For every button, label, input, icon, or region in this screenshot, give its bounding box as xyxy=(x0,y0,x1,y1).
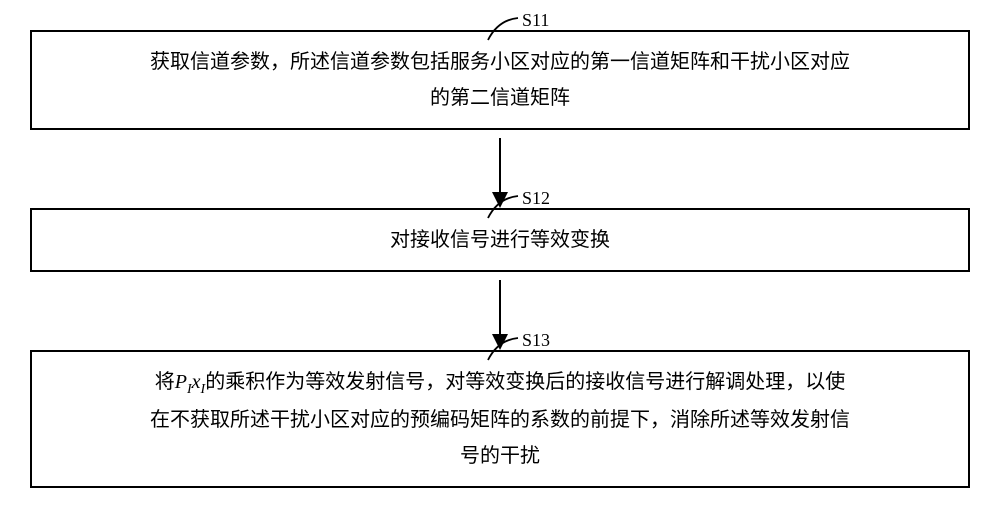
step-label-text: S12 xyxy=(522,182,550,214)
text-line: 的第二信道矩阵 xyxy=(430,87,570,109)
step-label-text: S11 xyxy=(522,4,549,36)
step-label-s11: S11 xyxy=(500,4,549,36)
step-box-s12: S12 对接收信号进行等效变换 xyxy=(30,208,970,272)
step-label-text: S13 xyxy=(522,324,550,356)
step-text-s11: 获取信道参数，所述信道参数包括服务小区对应的第一信道矩阵和干扰小区对应 的第二信… xyxy=(150,44,850,116)
text-line: 对接收信号进行等效变换 xyxy=(390,229,610,251)
step-box-s13: S13 将PIxI的乘积作为等效发射信号，对等效变换后的接收信号进行解调处理，以… xyxy=(30,350,970,488)
label-curve-icon xyxy=(484,334,524,362)
label-curve-icon xyxy=(484,14,524,42)
text-line: 获取信道参数，所述信道参数包括服务小区对应的第一信道矩阵和干扰小区对应 xyxy=(150,51,850,73)
label-curve-icon xyxy=(484,192,524,220)
step-label-s12: S12 xyxy=(500,182,550,214)
formula-var: x xyxy=(192,371,201,393)
flowchart-container: S11 获取信道参数，所述信道参数包括服务小区对应的第一信道矩阵和干扰小区对应 … xyxy=(20,30,980,488)
formula-suffix: 的乘积作为等效发射信号，对等效变换后的接收信号进行解调处理，以使 xyxy=(205,371,845,393)
text-line: 号的干扰 xyxy=(460,445,540,467)
step-box-s11: S11 获取信道参数，所述信道参数包括服务小区对应的第一信道矩阵和干扰小区对应 … xyxy=(30,30,970,130)
formula-prefix: 将 xyxy=(155,371,175,393)
formula-var: P xyxy=(175,371,187,393)
step-text-s12: 对接收信号进行等效变换 xyxy=(390,222,610,258)
step-label-s13: S13 xyxy=(500,324,550,356)
text-line: 在不获取所述干扰小区对应的预编码矩阵的系数的前提下，消除所述等效发射信 xyxy=(150,409,850,431)
step-text-s13: 将PIxI的乘积作为等效发射信号，对等效变换后的接收信号进行解调处理，以使 在不… xyxy=(150,364,850,474)
